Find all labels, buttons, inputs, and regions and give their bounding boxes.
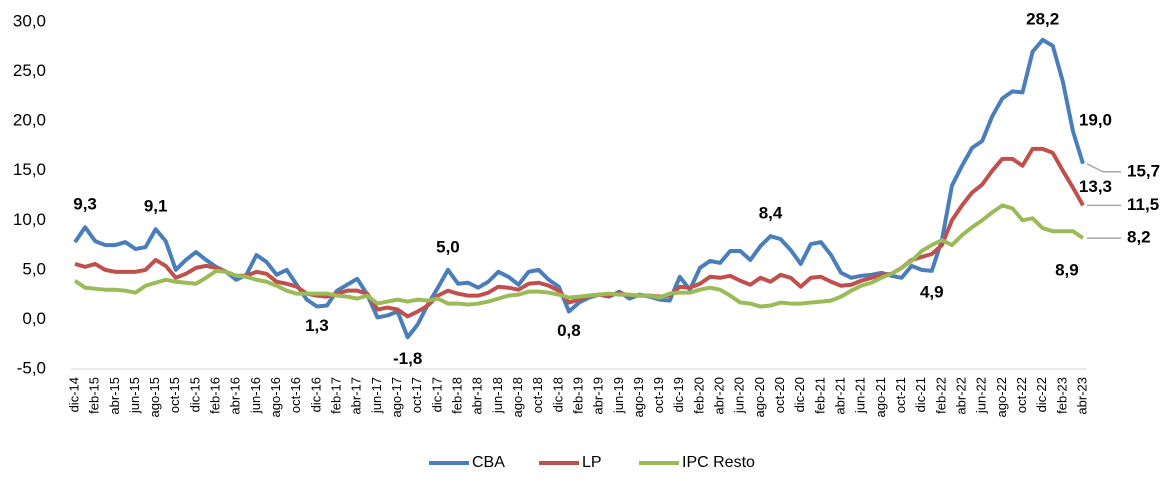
data-label: -1,8 [393, 349, 422, 368]
x-tick-label: ago-17 [389, 377, 404, 417]
x-tick-label: dic-14 [66, 377, 81, 412]
x-tick-label: dic-21 [913, 377, 928, 412]
x-tick-label: abr-15 [107, 377, 122, 415]
x-tick-label: feb-19 [570, 377, 585, 414]
x-tick-label: ago-22 [994, 377, 1009, 417]
x-tick-label: dic-16 [308, 377, 323, 412]
x-tick-label: dic-22 [1034, 377, 1049, 412]
y-tick-label: 25,0 [13, 61, 46, 80]
x-tick-label: feb-18 [449, 377, 464, 414]
data-label: 0,8 [557, 321, 581, 340]
x-tick-label: feb-20 [691, 377, 706, 414]
x-tick-label: abr-16 [228, 377, 243, 415]
data-label: 15,7 [1127, 161, 1160, 180]
data-label: 9,1 [144, 197, 168, 216]
x-tick-label: feb-15 [87, 377, 102, 414]
x-tick-label: feb-21 [812, 377, 827, 414]
data-label: 8,2 [1127, 228, 1151, 247]
data-label: 9,3 [73, 195, 97, 214]
x-tick-label: abr-19 [591, 377, 606, 415]
y-tick-label: 20,0 [13, 111, 46, 130]
data-label: 4,9 [920, 282, 944, 301]
x-tick-label: ago-18 [510, 377, 525, 417]
y-tick-label: 0,0 [22, 309, 46, 328]
x-tick-label: dic-18 [550, 377, 565, 412]
x-tick-label: ago-16 [268, 377, 283, 417]
data-label: 28,2 [1026, 9, 1059, 28]
x-tick-label: dic-20 [792, 377, 807, 412]
y-tick-label: 5,0 [22, 259, 46, 278]
x-tick-label: abr-23 [1074, 377, 1089, 415]
series-line [73, 203, 1085, 309]
x-tick-label: feb-22 [933, 377, 948, 414]
x-tick-label: jun-20 [732, 377, 747, 414]
data-label: 5,0 [436, 237, 460, 256]
x-tick-label: jun-17 [369, 377, 384, 414]
x-tick-label: feb-23 [1054, 377, 1069, 414]
x-tick-label: oct-20 [772, 377, 787, 413]
x-tick-label: oct-21 [893, 377, 908, 413]
x-tick-label: jun-22 [974, 377, 989, 414]
data-label: 19,0 [1079, 111, 1112, 130]
leader-line [1086, 163, 1121, 173]
x-tick-label: ago-15 [147, 377, 162, 417]
y-tick-label: 30,0 [13, 11, 46, 30]
x-tick-label: jun-21 [853, 377, 868, 414]
legend-label: IPC Resto [682, 454, 755, 471]
x-tick-label: jun-18 [490, 377, 505, 414]
data-label: 13,3 [1079, 177, 1112, 196]
legend-label: CBA [472, 454, 505, 471]
x-tick-label: feb-17 [329, 377, 344, 414]
x-tick-label: oct-19 [651, 377, 666, 413]
x-tick-label: feb-16 [208, 377, 223, 414]
x-tick-label: jun-19 [611, 377, 626, 414]
data-label: 1,3 [305, 316, 329, 335]
x-tick-label: ago-21 [873, 377, 888, 417]
data-label: 11,5 [1127, 195, 1159, 214]
data-label: 8,4 [759, 204, 783, 223]
x-tick-label: jun-16 [248, 377, 263, 414]
x-tick-label: dic-17 [429, 377, 444, 412]
x-tick-label: oct-16 [288, 377, 303, 413]
x-tick-label: abr-22 [953, 377, 968, 415]
x-tick-label: dic-19 [671, 377, 686, 412]
x-tick-label: ago-20 [752, 377, 767, 417]
legend-label: LP [582, 454, 602, 471]
y-tick-label: 10,0 [13, 210, 46, 229]
x-tick-label: jun-15 [127, 377, 142, 414]
data-label: 8,9 [1055, 261, 1079, 280]
y-tick-label: -5,0 [17, 358, 46, 377]
x-tick-label: dic-15 [187, 377, 202, 412]
x-tick-label: oct-17 [409, 377, 424, 413]
x-tick-label: oct-22 [1014, 377, 1029, 413]
x-tick-label: oct-18 [530, 377, 545, 413]
x-tick-label: ago-19 [631, 377, 646, 417]
x-tick-label: abr-21 [833, 377, 848, 415]
x-tick-label: oct-15 [167, 377, 182, 413]
x-tick-label: abr-20 [712, 377, 727, 415]
y-tick-label: 15,0 [13, 160, 46, 179]
x-tick-label: abr-17 [349, 377, 364, 415]
x-tick-label: abr-18 [470, 377, 485, 415]
